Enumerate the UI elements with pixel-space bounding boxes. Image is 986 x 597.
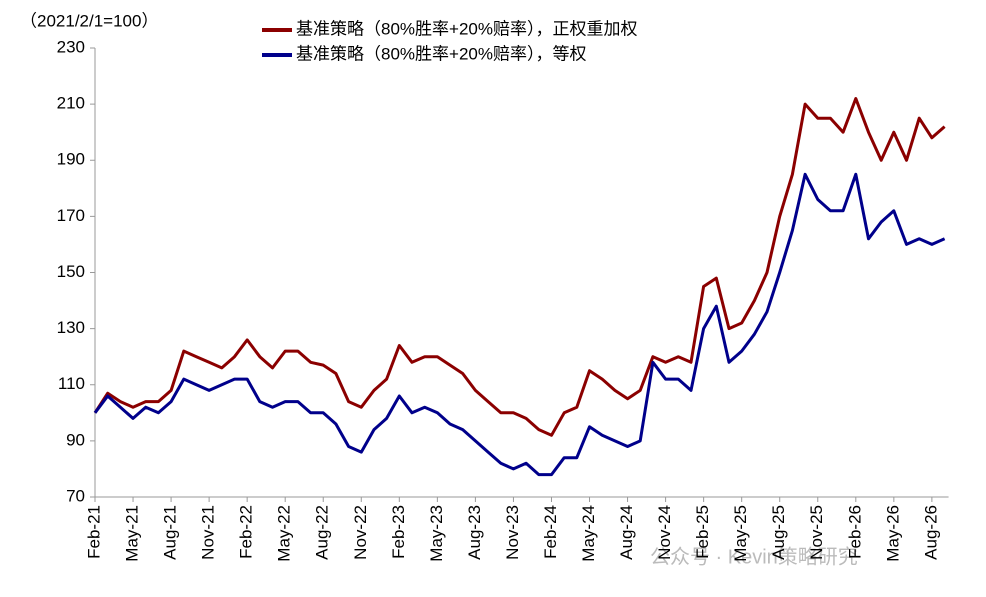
y-tick-label: 150 [57, 262, 85, 281]
subtitle: （2021/2/1=100） [20, 11, 158, 30]
x-tick-label: Feb-21 [84, 505, 103, 559]
x-tick-label: Nov-25 [807, 505, 826, 560]
y-tick-label: 70 [66, 486, 85, 505]
series-line [93, 172, 946, 477]
y-tick-label: 190 [57, 150, 85, 169]
x-tick-label: May-23 [427, 505, 446, 562]
x-tick-label: Aug-25 [769, 505, 788, 560]
x-tick-label: Feb-22 [237, 505, 256, 559]
x-tick-label: Feb-23 [389, 505, 408, 559]
x-tick-label: Nov-24 [655, 505, 674, 560]
x-tick-label: Aug-26 [921, 505, 940, 560]
x-tick-label: Feb-25 [693, 505, 712, 559]
series-line [93, 97, 946, 437]
x-tick-label: Aug-24 [617, 505, 636, 560]
x-tick-label: Nov-23 [503, 505, 522, 560]
x-tick-label: May-26 [883, 505, 902, 562]
x-tick-label: Aug-23 [465, 505, 484, 560]
x-tick-label: Aug-22 [313, 505, 332, 560]
x-tick-label: Feb-24 [541, 505, 560, 559]
x-tick-label: Feb-26 [845, 505, 864, 559]
y-tick-label: 170 [57, 206, 85, 225]
x-tick-label: May-24 [579, 505, 598, 562]
legend-label: 基准策略（80%胜率+20%赔率），等权 [296, 44, 586, 63]
x-tick-label: May-22 [275, 505, 294, 562]
x-tick-label: Nov-22 [351, 505, 370, 560]
x-tick-label: May-25 [731, 505, 750, 562]
y-tick-label: 210 [57, 94, 85, 113]
y-tick-label: 90 [66, 430, 85, 449]
y-tick-label: 110 [58, 374, 85, 393]
x-tick-label: Aug-21 [161, 505, 180, 560]
watermark: 公众号 · Kevin策略研究 [650, 545, 858, 568]
y-tick-label: 130 [57, 318, 85, 337]
x-tick-label: May-21 [123, 505, 142, 562]
legend-label: 基准策略（80%胜率+20%赔率），正权重加权 [296, 19, 637, 38]
x-tick-label: Nov-21 [199, 505, 218, 560]
y-tick-label: 230 [57, 37, 85, 56]
